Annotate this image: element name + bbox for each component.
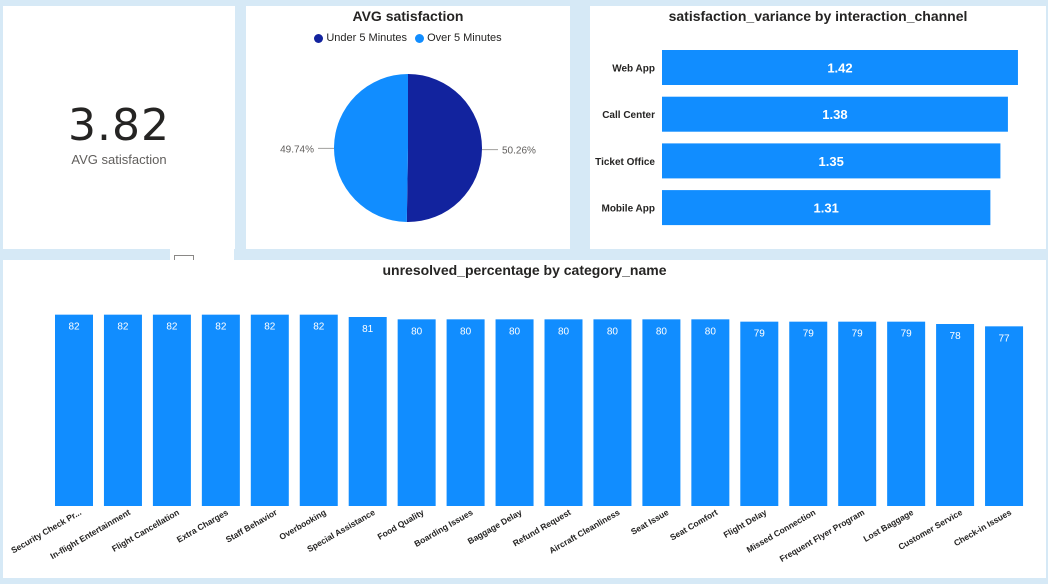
- column-data-label: 80: [558, 326, 570, 337]
- column-data-label: 80: [460, 326, 472, 337]
- hbar-category-label: Ticket Office: [595, 157, 655, 168]
- column-bar[interactable]: [838, 321, 877, 506]
- column-chart-title: unresolved_percentage by category_name: [382, 262, 667, 278]
- column-data-label: 82: [313, 322, 325, 333]
- kpi-value: 3.82: [68, 100, 170, 151]
- hbar-bar[interactable]: [662, 190, 991, 226]
- column-bar[interactable]: [495, 319, 534, 506]
- column-bar[interactable]: [642, 319, 681, 506]
- kpi-card[interactable]: 3.82 AVG satisfaction: [3, 6, 235, 249]
- column-data-label: 80: [656, 326, 668, 337]
- column-data-label: 81: [362, 324, 374, 335]
- column-category-label: Frequent Flyer Program: [778, 507, 867, 564]
- column-bar[interactable]: [593, 319, 632, 506]
- column-category-label: Flight Delay: [722, 507, 769, 540]
- hbar-chart: Web App 1.42 Call Center 1.38 Ticket Office 1…: [595, 50, 1018, 226]
- column-bar[interactable]: [299, 314, 338, 506]
- focus-mode-icon[interactable]: [174, 255, 194, 262]
- legend-label: Over 5 Minutes: [427, 32, 502, 44]
- column-data-label: 79: [803, 329, 815, 340]
- column-chart-card[interactable]: unresolved_percentage by category_name 8…: [3, 260, 1046, 578]
- hbar-bar[interactable]: [662, 143, 1001, 179]
- legend-item-under-5[interactable]: Under 5 Minutes: [314, 32, 407, 44]
- column-category-label: Extra Charges: [175, 507, 230, 545]
- hbar-bar[interactable]: [662, 50, 1018, 85]
- column-category-label: Staff Behavior: [224, 507, 280, 545]
- column-bar[interactable]: [55, 314, 93, 506]
- hbar-chart-title: satisfaction_variance by interaction_cha…: [668, 8, 968, 24]
- pie-chart: 50.26% 49.74%: [280, 74, 536, 223]
- pie-data-label: 49.74%: [280, 144, 314, 155]
- column-bar[interactable]: [544, 319, 583, 506]
- pie-slice[interactable]: [406, 74, 483, 223]
- column-data-label: 79: [901, 329, 913, 340]
- column-bar[interactable]: [789, 321, 828, 506]
- hbar-category-label: Mobile App: [601, 204, 655, 215]
- pie-slice[interactable]: [334, 74, 408, 222]
- hbar-category-label: Web App: [612, 64, 655, 75]
- column-category-label: Seat Comfort: [668, 507, 719, 542]
- column-bar[interactable]: [691, 319, 730, 506]
- pie-chart-title: AVG satisfaction: [352, 8, 464, 24]
- column-bar[interactable]: [250, 314, 289, 506]
- legend-label: Under 5 Minutes: [326, 32, 408, 44]
- hbar-category-label: Call Center: [602, 110, 655, 121]
- hbar-data-label: 1.42: [827, 61, 852, 76]
- column-bar[interactable]: [103, 314, 142, 506]
- column-data-label: 78: [950, 331, 962, 342]
- pie-legend: Under 5 Minutes Over 5 Minutes: [246, 32, 570, 44]
- hbar-data-label: 1.35: [819, 154, 844, 169]
- column-data-label: 82: [117, 322, 129, 333]
- hbar-bar[interactable]: [662, 96, 1008, 132]
- kpi-label: AVG satisfaction: [71, 152, 167, 167]
- column-bar[interactable]: [348, 317, 387, 506]
- column-bar[interactable]: [740, 321, 779, 506]
- hbar-chart-card[interactable]: satisfaction_variance by interaction_cha…: [590, 6, 1046, 249]
- legend-dot-over-5-icon: [415, 33, 425, 43]
- column-data-label: 80: [509, 326, 521, 337]
- hbar-data-label: 1.31: [814, 201, 839, 216]
- column-data-label: 77: [998, 333, 1010, 344]
- column-bar[interactable]: [201, 314, 240, 506]
- column-bar[interactable]: [887, 321, 926, 506]
- column-bar[interactable]: [446, 319, 485, 506]
- column-bar[interactable]: [397, 319, 436, 506]
- column-category-label: In-flight Entertainment: [48, 507, 132, 561]
- pie-data-label: 50.26%: [502, 146, 536, 157]
- legend-dot-under-5-icon: [314, 33, 324, 43]
- column-data-label: 80: [705, 326, 717, 337]
- column-data-label: 79: [852, 329, 864, 340]
- pie-chart-card[interactable]: AVG satisfaction Under 5 Minutes Over 5 …: [246, 6, 570, 249]
- column-data-label: 82: [215, 322, 227, 333]
- hbar-data-label: 1.38: [822, 107, 847, 122]
- column-data-label: 80: [607, 326, 619, 337]
- column-data-label: 79: [754, 329, 766, 340]
- column-bar[interactable]: [985, 326, 1024, 506]
- legend-item-over-5[interactable]: Over 5 Minutes: [415, 32, 502, 44]
- column-data-label: 82: [68, 322, 80, 333]
- column-category-label: Seat Issue: [629, 507, 671, 537]
- column-bar[interactable]: [936, 324, 975, 506]
- column-data-label: 80: [411, 326, 423, 337]
- column-bar[interactable]: [152, 314, 191, 506]
- visual-header-strip: [170, 249, 234, 260]
- column-data-label: 82: [166, 322, 178, 333]
- column-data-label: 82: [264, 322, 276, 333]
